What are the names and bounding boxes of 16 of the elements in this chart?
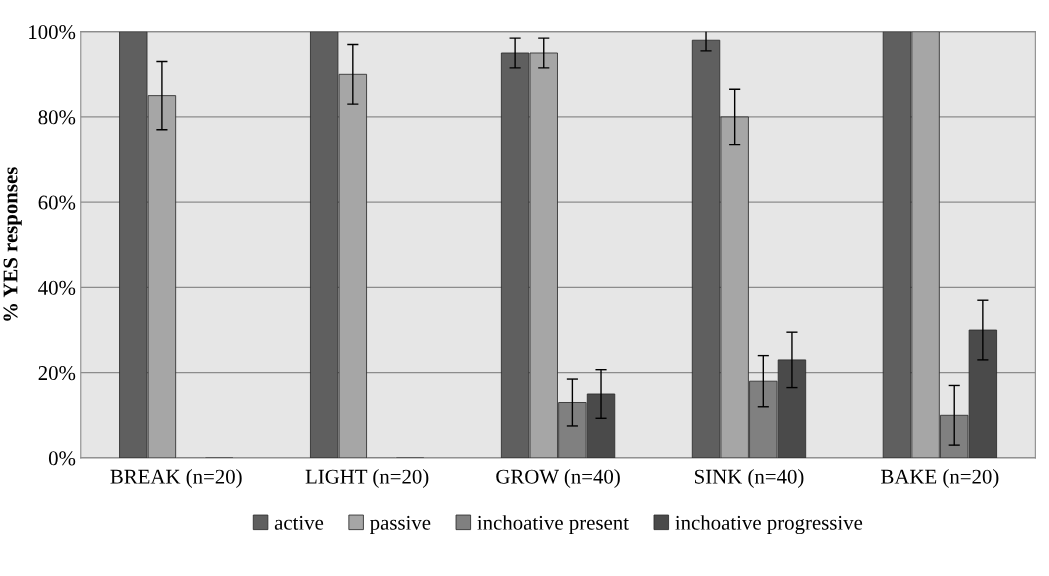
y-tick-label: 80% [38,110,76,125]
legend-label: active [274,515,324,530]
y-tick-label: 60% [38,195,76,210]
x-tick-label: BREAK (n=20) [110,469,242,488]
x-tick-label: SINK (n=40) [695,469,804,488]
legend-label: passive [370,515,431,535]
legend-label: inchoative present [477,515,629,535]
y-tick-label: 100% [29,25,76,40]
x-tick-label: GROW (n=40) [496,469,620,488]
legend-label: inchoative progressive [675,515,863,535]
y-tick-label: 0% [48,451,76,466]
y-tick-label: 40% [38,280,76,295]
y-axis-title: % YES responses [3,167,22,321]
x-tick-label: LIGHT (n=20) [305,469,429,488]
y-tick-label: 20% [38,366,76,381]
x-tick-label: BAKE (n=20) [881,469,999,488]
